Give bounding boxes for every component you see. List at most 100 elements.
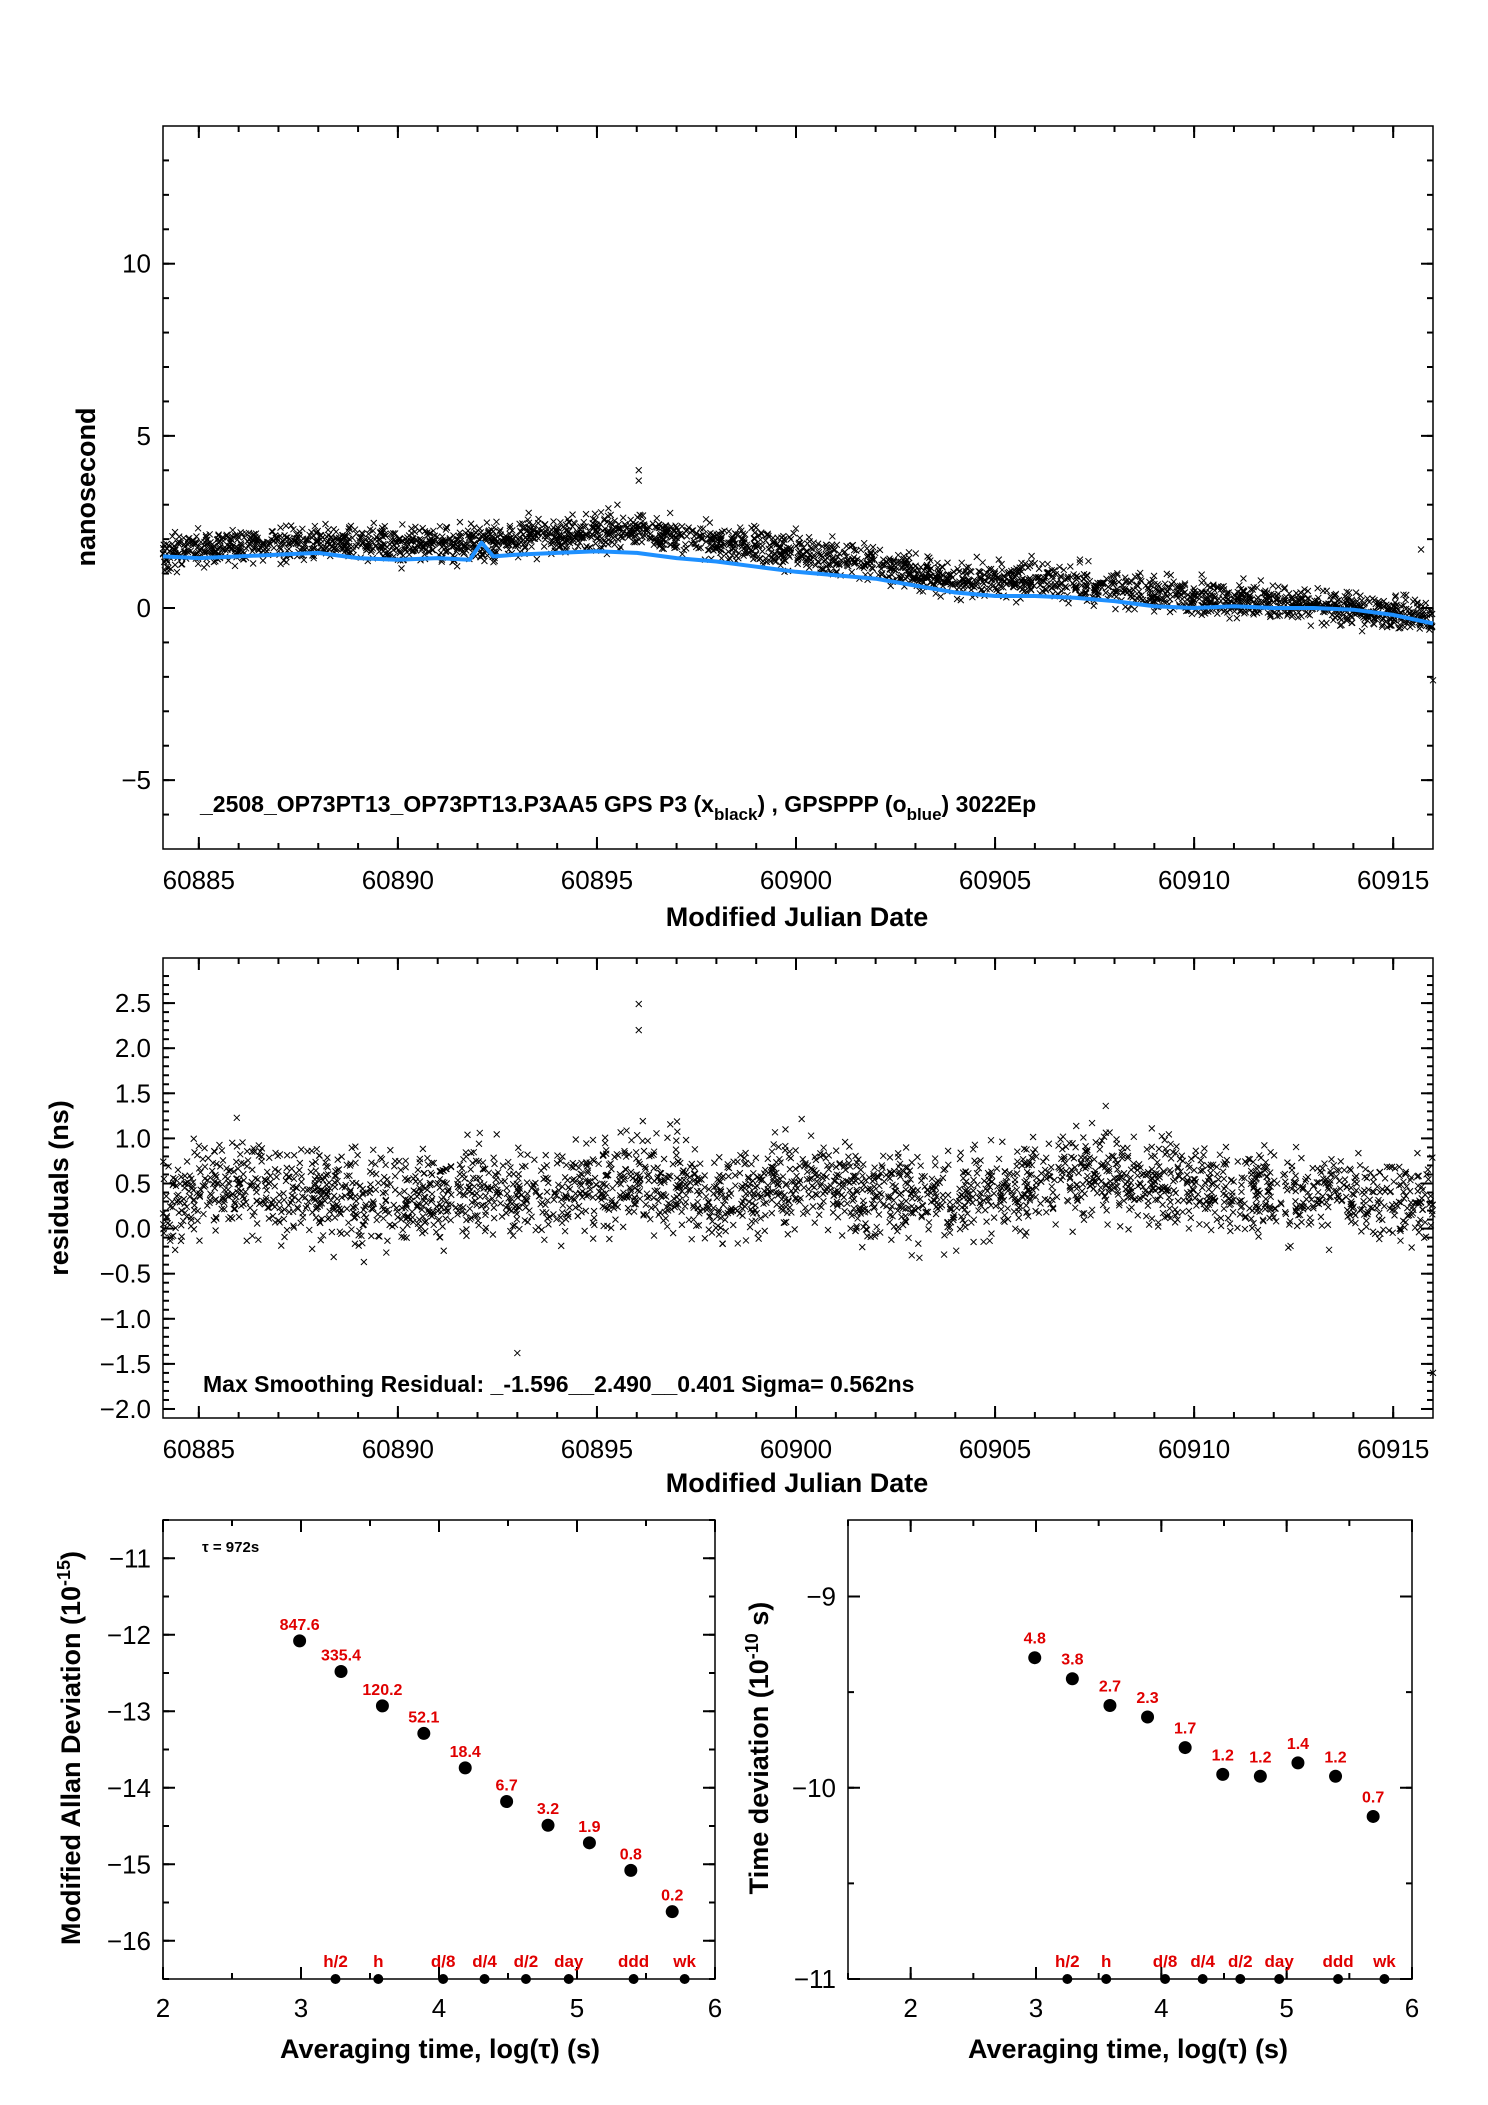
residual-x-point — [1048, 1183, 1056, 1190]
residual-x-point — [304, 1147, 311, 1155]
top-black-x-point — [194, 524, 202, 532]
residual-x-point — [232, 1158, 240, 1166]
residual-x-point — [1045, 1140, 1053, 1148]
residual-x-point — [983, 1218, 990, 1225]
residual-x-point — [298, 1178, 305, 1186]
residual-x-point — [879, 1152, 887, 1160]
residual-x-point — [201, 1163, 209, 1171]
residual-x-point — [787, 1154, 795, 1162]
residual-x-point — [276, 1218, 283, 1226]
top-black-x-point — [1039, 560, 1046, 568]
residual-x-point — [1403, 1204, 1411, 1212]
residual-x-point — [438, 1196, 445, 1203]
residual-x-point — [1425, 1175, 1432, 1183]
residual-x-point — [1220, 1205, 1228, 1213]
residual-x-point — [1255, 1233, 1262, 1240]
top-ytick-label: −5 — [121, 765, 151, 795]
top-xtick-label: 60910 — [1158, 865, 1230, 895]
top-black-x-point — [592, 540, 599, 547]
residual-x-point — [633, 1131, 641, 1139]
residual-x-point — [337, 1230, 345, 1238]
residual-x-point — [1004, 1215, 1012, 1223]
residual-x-point — [672, 1137, 680, 1144]
residual-x-point — [845, 1153, 852, 1161]
residual-x-point — [791, 1226, 799, 1233]
residual-x-point — [1173, 1143, 1180, 1150]
top-black-x-point — [1201, 610, 1209, 617]
top-title-end: ) 3022Ep — [942, 791, 1037, 817]
residual-x-point — [354, 1151, 361, 1159]
top-black-x-point — [277, 524, 284, 531]
residual-x-point — [1272, 1205, 1279, 1212]
residual-x-point — [521, 1217, 529, 1224]
top-black-x-point — [905, 549, 913, 556]
residual-x-point — [502, 1204, 510, 1211]
residual-x-point — [1424, 1166, 1432, 1173]
residual-x-point — [798, 1115, 806, 1123]
residual-x-point — [582, 1207, 590, 1215]
residual-x-point — [1352, 1172, 1360, 1180]
top-black-x-point — [524, 516, 532, 524]
residual-x-point — [1090, 1185, 1097, 1193]
residual-x-point — [427, 1169, 435, 1177]
residual-x-point — [601, 1139, 609, 1147]
residual-x-point — [469, 1159, 476, 1167]
residual-x-point — [334, 1156, 342, 1163]
top-black-x-point — [528, 543, 535, 550]
residual-x-point — [462, 1149, 470, 1156]
top-black-x-point — [635, 466, 643, 474]
residual-x-point — [384, 1237, 391, 1245]
top-black-x-point — [437, 549, 445, 557]
residual-x-point — [249, 1232, 256, 1240]
residual-x-point — [399, 1226, 407, 1234]
residual-x-point — [1314, 1188, 1322, 1196]
residual-x-point — [263, 1168, 271, 1176]
residual-x-point — [1341, 1176, 1349, 1183]
residual-x-point — [277, 1242, 285, 1250]
residual-x-point — [1234, 1224, 1241, 1232]
top-black-x-point — [1226, 615, 1233, 622]
residual-x-point — [914, 1240, 922, 1248]
residual-x-point — [291, 1193, 298, 1201]
residual-x-point — [902, 1179, 909, 1187]
residual-x-point — [491, 1160, 498, 1168]
residual-x-point — [590, 1221, 598, 1229]
residual-x-point — [1220, 1185, 1228, 1193]
residual-x-point — [224, 1186, 232, 1194]
residual-x-point — [1169, 1177, 1177, 1185]
top-black-x-point — [1417, 546, 1425, 553]
residual-x-point — [748, 1160, 755, 1168]
residual-x-point — [925, 1226, 932, 1233]
residual-x-point — [297, 1146, 305, 1153]
residual-x-point — [490, 1214, 498, 1222]
residual-x-point — [660, 1155, 668, 1163]
top-black-x-point — [733, 552, 740, 560]
top-black-x-point — [988, 575, 996, 583]
residual-x-point — [980, 1238, 987, 1246]
residual-x-point — [1221, 1159, 1229, 1166]
top-black-x-point — [1150, 572, 1158, 580]
residual-x-point — [1075, 1169, 1083, 1177]
residual-x-point — [843, 1200, 851, 1207]
residual-x-point — [1011, 1180, 1019, 1188]
residual-x-point — [290, 1151, 298, 1159]
residual-x-point — [632, 1148, 640, 1156]
residual-x-point — [746, 1223, 754, 1231]
top-black-x-point — [303, 536, 310, 544]
residual-x-point — [416, 1159, 423, 1166]
residual-x-point — [1173, 1209, 1181, 1217]
top-black-x-point — [937, 593, 945, 600]
residual-x-point — [1407, 1199, 1415, 1206]
residual-x-point — [623, 1127, 630, 1134]
residual-x-point — [893, 1227, 901, 1235]
residual-x-point — [1051, 1176, 1058, 1184]
top-black-x-point — [591, 510, 599, 518]
top-black-x-point — [521, 534, 529, 542]
residual-x-point — [1357, 1228, 1365, 1235]
residual-x-point — [1242, 1214, 1249, 1221]
residual-x-point — [388, 1223, 396, 1230]
residual-x-point — [1254, 1226, 1262, 1234]
residual-x-point — [1079, 1181, 1087, 1188]
residual-x-point — [859, 1197, 867, 1205]
residual-x-point — [581, 1227, 589, 1235]
